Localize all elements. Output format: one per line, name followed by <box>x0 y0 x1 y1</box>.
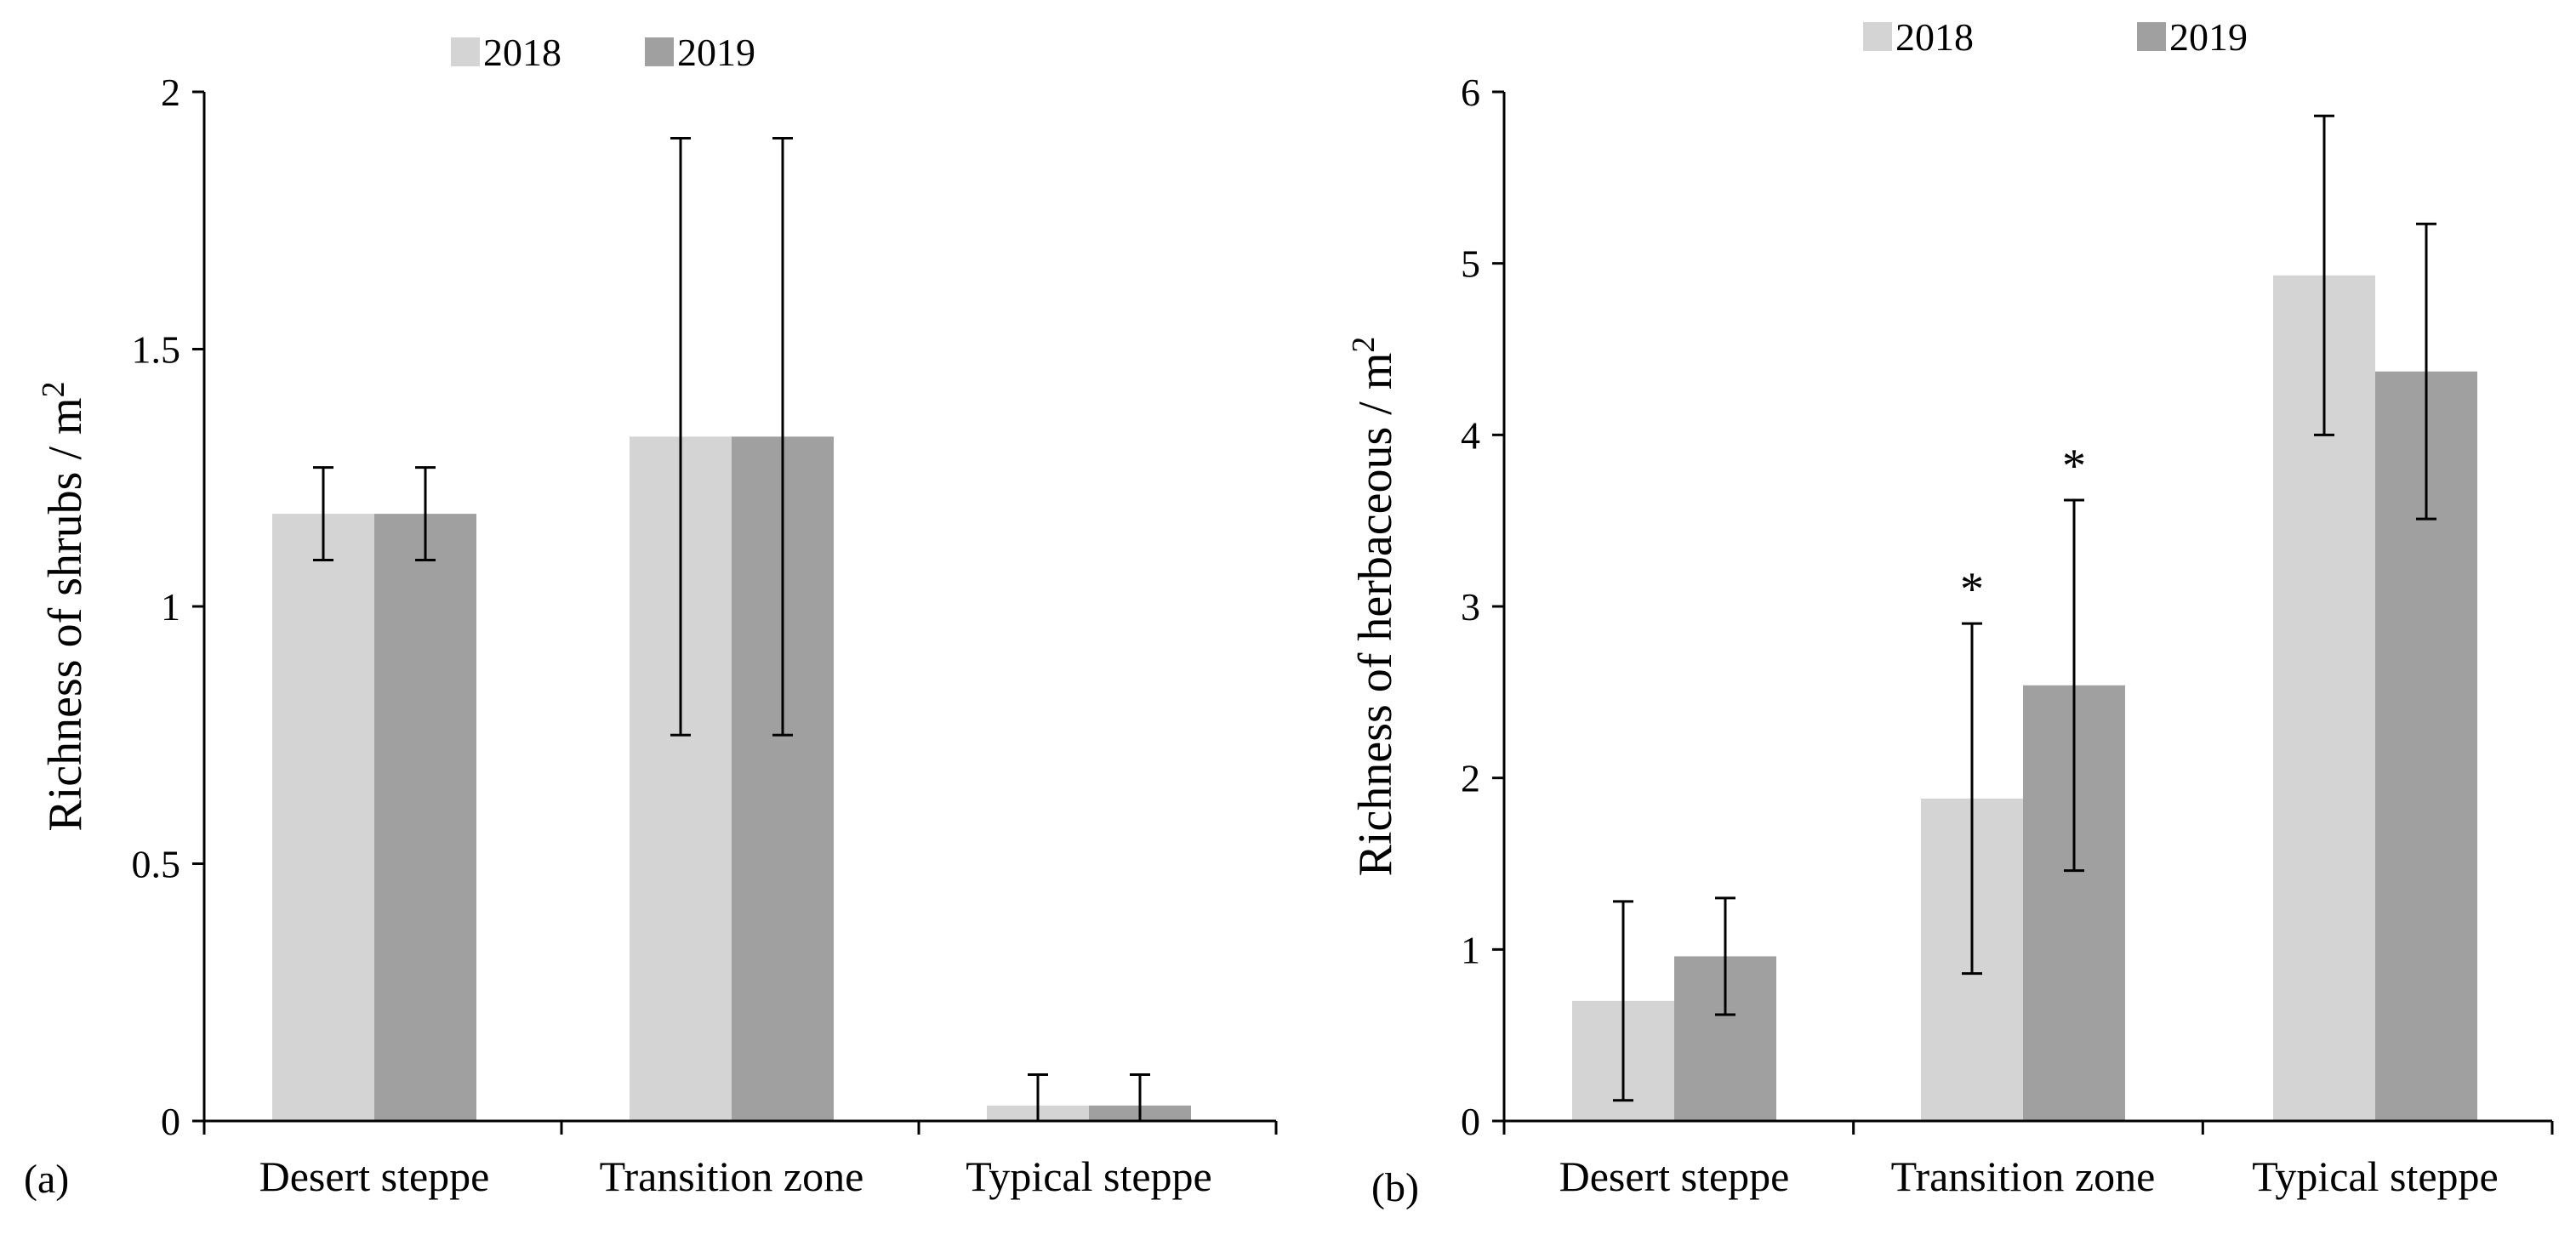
panel-b-y-tick-label-6: 6 <box>1461 71 1480 114</box>
panel-b-legend-swatch-2019 <box>2137 22 2166 51</box>
panel-b-y-axis-label-text: Richness of herbaceous / m <box>1349 353 1402 877</box>
panel-b-y-tick-label-5: 5 <box>1461 242 1480 286</box>
panel-b-y-axis-label: Richness of herbaceous / m2 <box>1346 337 1402 877</box>
panel-b-x-tick-label-2: Typical steppe <box>2252 1152 2498 1200</box>
panel-a-bar-2019-0 <box>374 514 476 1121</box>
panel-b: * * 0 1 2 3 4 5 6 Desert steppe Transition zone Typ… <box>1346 15 2554 1210</box>
panel-b-y-tick-label-4: 4 <box>1461 413 1480 457</box>
panel-b-x-tick-label-1: Transition zone <box>1891 1152 2156 1200</box>
panel-a-bar-2018-0 <box>272 514 374 1121</box>
panel-b-y-tick-label-1: 1 <box>1461 928 1480 971</box>
panel-a-label: (a) <box>24 1157 69 1202</box>
panel-a-x-tick-label-1: Transition zone <box>600 1152 864 1200</box>
panel-a-y-tick-label-3: 1.5 <box>132 328 181 372</box>
panel-a-x-tick-label-0: Desert steppe <box>259 1152 490 1200</box>
panel-a-y-axis-label-superscript: 2 <box>36 381 71 397</box>
panel-b-y-tick-label-3: 3 <box>1461 585 1480 629</box>
panel-a-legend-swatch-2019 <box>645 37 674 66</box>
panel-b-legend-swatch-2018 <box>1863 22 1892 51</box>
panel-a-y-axis-label: Richness of shrubs / m2 <box>36 381 92 831</box>
panel-a-y-tick-label-4: 2 <box>161 71 180 114</box>
panel-b-legend-label-2019: 2019 <box>2169 15 2248 59</box>
panel-b-y-axis-label-superscript: 2 <box>1346 337 1382 353</box>
panel-b-x-tick-label-0: Desert steppe <box>1559 1152 1790 1200</box>
panel-b-legend-label-2018: 2018 <box>1895 15 1974 59</box>
panel-b-y-tick-label-2: 2 <box>1461 757 1480 800</box>
panel-a-y-tick-label-0: 0 <box>161 1100 180 1143</box>
panel-b-y-tick-label-0: 0 <box>1461 1100 1480 1143</box>
panel-a-legend-label-2019: 2019 <box>677 31 755 74</box>
panel-b-label: (b) <box>1371 1165 1419 1210</box>
panel-b-significance-2019-1: * <box>2062 440 2086 492</box>
panel-a-y-axis-label-text: Richness of shrubs / m <box>39 397 92 831</box>
panel-a: 0 0.5 1 1.5 2 Desert steppe Transition zone Typ… <box>24 31 1278 1202</box>
panel-a-legend-swatch-2018 <box>451 37 480 66</box>
panel-a-x-tick-label-2: Typical steppe <box>966 1152 1211 1200</box>
panel-a-y-tick-label-1: 0.5 <box>132 843 181 886</box>
panel-b-significance-2018-1: * <box>1960 563 1984 616</box>
panel-a-legend-label-2018: 2018 <box>483 31 561 74</box>
panel-a-y-tick-label-2: 1 <box>161 585 180 629</box>
